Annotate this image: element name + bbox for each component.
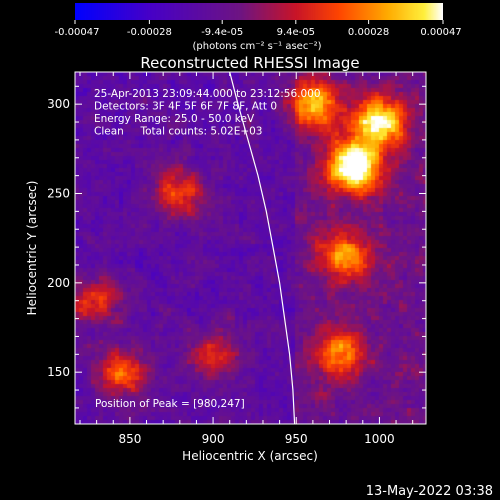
info-annotation-line: Energy Range: 25.0 - 50.0 keV: [94, 113, 255, 125]
info-annotation-line: 25-Apr-2013 23:09:44.000 to 23:12:56.000: [94, 88, 321, 100]
colorbar-tick-label: -9.4e-05: [201, 27, 243, 38]
colorbar-unit-label: (photons cm⁻² s⁻¹ asec⁻²): [192, 41, 321, 52]
colorbar-tick-label: 9.4e-05: [277, 27, 315, 38]
info-annotation-line: Detectors: 3F 4F 5F 6F 7F 8F, Att 0: [94, 101, 277, 113]
peak-position-label: Position of Peak = [980,247]: [95, 398, 245, 410]
chart-title: Reconstructed RHESSI Image: [140, 54, 359, 72]
x-tick-label: 950: [285, 432, 308, 446]
x-tick-label: 1000: [364, 432, 395, 446]
x-tick-label: 900: [202, 432, 225, 446]
colorbar: [75, 3, 443, 20]
plot-frame: [74, 71, 427, 425]
x-tick-label: 850: [118, 432, 141, 446]
colorbar-tick-label: -0.00047: [55, 27, 100, 38]
y-tick-label: 300: [47, 97, 70, 111]
y-tick-label: 250: [47, 187, 70, 201]
y-tick-label: 150: [47, 365, 70, 379]
colorbar-tick-label: -0.00028: [127, 27, 172, 38]
heatmap-image: [75, 72, 426, 424]
info-annotation-line: Clean Total counts: 5.02E+03: [94, 126, 263, 138]
colorbar-axis: -0.00047 -0.00028 -9.4e-05 9.4e-05 0.00028 0.…: [55, 20, 462, 52]
footer-timestamp: 13-May-2022 03:38: [366, 484, 493, 499]
colorbar-tick-label: 0.00047: [420, 27, 461, 38]
x-axis-label: Heliocentric X (arcsec): [182, 449, 318, 463]
y-tick-label: 200: [47, 276, 70, 290]
solar-limb-curve: [229, 71, 296, 425]
colorbar-tick-label: 0.00028: [348, 27, 389, 38]
y-axis-label: Heliocentric Y (arcsec): [25, 181, 39, 316]
